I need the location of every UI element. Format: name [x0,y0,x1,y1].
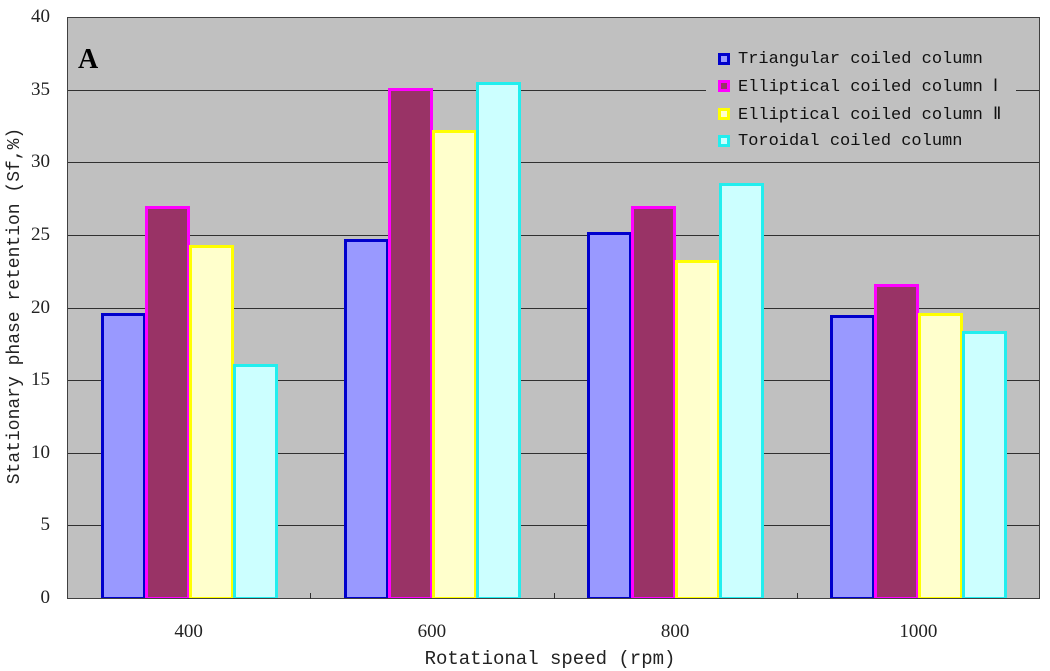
gridline [68,452,1039,454]
y-tick-label: 10 [31,441,50,463]
x-tick-label: 800 [660,621,690,642]
x-axis-label: Rotational speed (rpm) [424,648,676,670]
legend-label: Elliptical coiled column Ⅱ [738,105,1002,125]
gridline [68,234,1039,236]
y-tick-label: 0 [40,587,51,608]
x-tick-label: 400 [174,621,203,642]
legend-item: Elliptical coiled column Ⅱ [718,104,1002,125]
y-tick-label: 5 [40,514,51,536]
bar [475,82,521,598]
legend-swatch-icon [718,135,730,147]
gridline [68,380,1039,382]
x-tick-mark [796,593,798,599]
bar [587,231,633,598]
legend-label: Elliptical coiled column Ⅰ [738,77,999,97]
legend-item: Elliptical coiled column Ⅰ [718,76,999,97]
y-tick-label: 20 [31,296,50,318]
bar [387,88,433,598]
bar [100,313,146,598]
bar [962,330,1008,598]
bar [144,205,190,598]
bar [874,284,920,598]
bar [343,239,389,598]
panel-label: A [78,44,99,75]
x-tick-mark [553,593,555,599]
gridline [68,525,1039,527]
legend-item: Triangular coiled column [718,49,983,69]
y-tick-label: 35 [31,78,50,100]
plot-area [67,17,1040,599]
legend-swatch-icon [718,80,730,92]
legend-swatch-icon [718,53,730,65]
gridline [68,162,1039,164]
x-tick-label: 600 [417,621,447,642]
bar [719,182,765,598]
legend-label: Triangular coiled column [738,49,983,69]
bar [631,205,677,598]
y-tick-label: 40 [31,6,50,27]
gridline [68,89,1039,91]
x-tick-mark [310,593,312,599]
y-tick-label: 15 [31,369,50,391]
bar [232,364,278,598]
legend-label: Toroidal coiled column [738,131,963,151]
y-tick-label: 25 [31,223,50,245]
gridline [68,307,1039,309]
legend: Triangular coiled column Elliptical coile… [706,45,1016,155]
x-tick-label: 1000 [899,621,938,642]
bar [188,245,234,598]
y-tick-label: 30 [31,151,50,173]
bar [675,259,721,598]
bar [918,313,964,598]
legend-item: Toroidal coiled column [718,131,962,151]
bar [830,314,876,598]
bar [431,130,477,598]
legend-swatch-icon [718,108,730,120]
